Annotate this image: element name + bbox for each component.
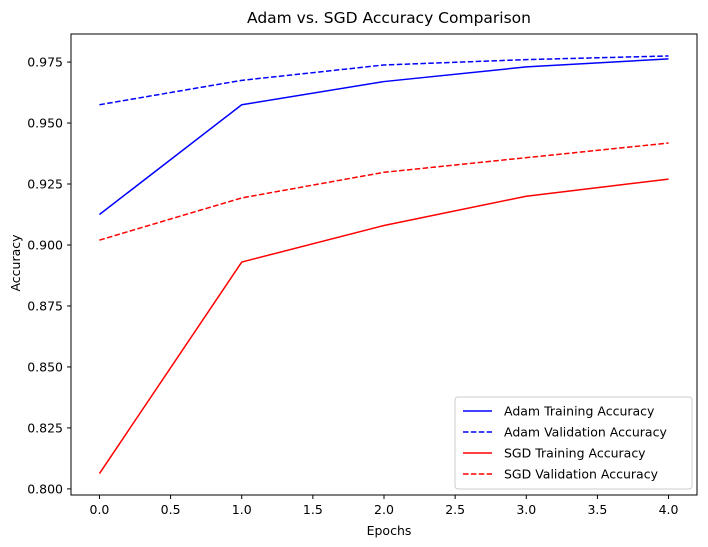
x-tick-label: 0.5 <box>161 502 181 517</box>
series-line-adam-validation-accuracy <box>99 55 669 106</box>
legend-label: Adam Validation Accuracy <box>504 425 667 440</box>
y-tick-label: 0.850 <box>27 359 63 374</box>
x-tick-label: 3.0 <box>516 502 536 517</box>
x-tick-label: 0.0 <box>90 502 110 517</box>
series-line-sgd-validation-accuracy <box>99 142 669 241</box>
legend-box <box>454 396 693 490</box>
series-line-adam-training-accuracy <box>98 58 669 216</box>
x-tick-label: 4.0 <box>659 502 679 517</box>
y-tick-label: 0.950 <box>27 116 63 131</box>
chart-title: Adam vs. SGD Accuracy Comparison <box>247 9 531 27</box>
x-tick-label: 2.5 <box>445 502 465 517</box>
x-tick-label: 2.0 <box>374 502 394 517</box>
y-tick-label: 0.925 <box>27 177 63 192</box>
y-tick-label: 0.875 <box>27 298 63 313</box>
x-tick-label: 1.0 <box>232 502 252 517</box>
plot-area <box>98 55 669 474</box>
x-axis-label: Epochs <box>367 523 412 538</box>
x-tick-label: 3.5 <box>587 502 607 517</box>
y-tick-label: 0.825 <box>27 420 63 435</box>
y-axis-label: Accuracy <box>8 234 23 292</box>
y-tick-label: 0.900 <box>27 237 63 252</box>
x-tick-label: 1.5 <box>303 502 323 517</box>
y-tick-label: 0.975 <box>27 55 63 70</box>
series-line-sgd-training-accuracy <box>98 178 669 474</box>
legend-label: Adam Training Accuracy <box>504 404 655 419</box>
legend-label: SGD Validation Accuracy <box>504 467 659 482</box>
legend: Adam Training Accuracy Adam Validation Ac… <box>454 396 693 490</box>
legend-label: SGD Training Accuracy <box>504 446 646 461</box>
y-axis: 0.800 0.825 0.850 0.875 0.900 0.925 0.950 0.975 <box>27 55 71 496</box>
y-tick-label: 0.800 <box>27 481 63 496</box>
x-axis: 0.0 0.5 1.0 1.5 2.0 2.5 3.0 3.5 4.0 <box>90 495 679 517</box>
